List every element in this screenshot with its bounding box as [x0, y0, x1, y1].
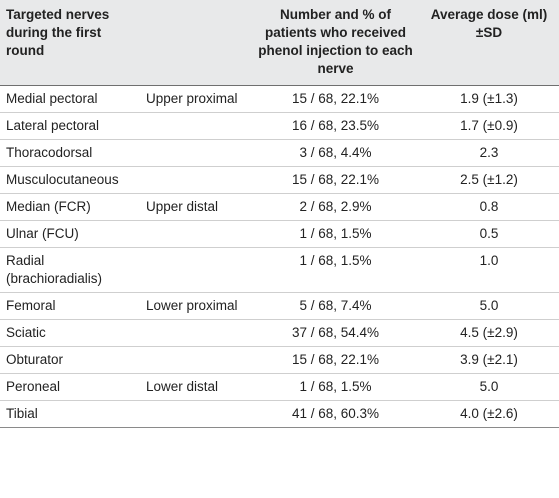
header-row: Targeted nerves during the first round N…	[0, 0, 559, 86]
table-row: Musculocutaneous 15 / 68, 22.1% 2.5 (±1.…	[0, 166, 559, 194]
table-row: Ulnar (FCU) 1 / 68, 1.5% 0.5	[0, 220, 559, 248]
nerve-cell: Medial pectoral	[0, 85, 140, 113]
table-row: Obturator 15 / 68, 22.1% 3.9 (±2.1)	[0, 346, 559, 374]
dose-cell: 1.0	[419, 247, 559, 293]
dose-cell: 5.0	[419, 292, 559, 320]
count-cell: 16 / 68, 23.5%	[252, 112, 419, 140]
dose-cell: 1.7 (±0.9)	[419, 112, 559, 140]
nerve-cell: Femoral	[0, 292, 140, 320]
dose-cell: 2.5 (±1.2)	[419, 166, 559, 194]
count-cell: 1 / 68, 1.5%	[252, 373, 419, 401]
table-row: Median (FCR) Upper distal 2 / 68, 2.9% 0…	[0, 193, 559, 221]
count-cell: 1 / 68, 1.5%	[252, 220, 419, 248]
table-row: Tibial 41 / 68, 60.3% 4.0 (±2.6)	[0, 400, 559, 428]
dose-cell: 3.9 (±2.1)	[419, 346, 559, 374]
count-cell: 1 / 68, 1.5%	[252, 247, 419, 293]
count-cell: 37 / 68, 54.4%	[252, 319, 419, 347]
region-cell	[140, 139, 252, 167]
header-number-percent: Number and % of patients who received ph…	[252, 0, 419, 86]
nerve-cell: Musculocutaneous	[0, 166, 140, 194]
table-row: Thoracodorsal 3 / 68, 4.4% 2.3	[0, 139, 559, 167]
table-row: Femoral Lower proximal 5 / 68, 7.4% 5.0	[0, 292, 559, 320]
dose-cell: 2.3	[419, 139, 559, 167]
count-cell: 15 / 68, 22.1%	[252, 166, 419, 194]
nerve-cell: Lateral pectoral	[0, 112, 140, 140]
region-cell	[140, 112, 252, 140]
table-header: Targeted nerves during the first round N…	[0, 0, 559, 86]
header-average-dose: Average dose (ml) ±SD	[419, 0, 559, 86]
region-cell	[140, 166, 252, 194]
nerve-cell: Thoracodorsal	[0, 139, 140, 167]
header-targeted-nerves: Targeted nerves during the first round	[0, 0, 140, 86]
nerve-cell: Obturator	[0, 346, 140, 374]
region-cell	[140, 220, 252, 248]
dose-cell: 0.8	[419, 193, 559, 221]
region-cell: Lower distal	[140, 373, 252, 401]
nerve-cell: Median (FCR)	[0, 193, 140, 221]
table-row: Sciatic 37 / 68, 54.4% 4.5 (±2.9)	[0, 319, 559, 347]
phenol-injection-table: Targeted nerves during the first round N…	[0, 0, 559, 428]
count-cell: 5 / 68, 7.4%	[252, 292, 419, 320]
table-body: Medial pectoral Upper proximal 15 / 68, …	[0, 85, 559, 428]
dose-cell: 4.0 (±2.6)	[419, 400, 559, 428]
table-row: Medial pectoral Upper proximal 15 / 68, …	[0, 85, 559, 113]
region-cell	[140, 400, 252, 428]
dose-cell: 1.9 (±1.3)	[419, 85, 559, 113]
region-cell	[140, 319, 252, 347]
region-cell: Upper proximal	[140, 85, 252, 113]
nerve-cell: Ulnar (FCU)	[0, 220, 140, 248]
region-cell	[140, 247, 252, 293]
region-cell	[140, 346, 252, 374]
table-row: Lateral pectoral 16 / 68, 23.5% 1.7 (±0.…	[0, 112, 559, 140]
count-cell: 15 / 68, 22.1%	[252, 85, 419, 113]
nerve-cell: Radial (brachioradialis)	[0, 247, 140, 293]
table-row: Radial (brachioradialis) 1 / 68, 1.5% 1.…	[0, 247, 559, 293]
count-cell: 2 / 68, 2.9%	[252, 193, 419, 221]
dose-cell: 0.5	[419, 220, 559, 248]
dose-cell: 4.5 (±2.9)	[419, 319, 559, 347]
dose-cell: 5.0	[419, 373, 559, 401]
nerve-cell: Tibial	[0, 400, 140, 428]
count-cell: 41 / 68, 60.3%	[252, 400, 419, 428]
nerve-cell: Sciatic	[0, 319, 140, 347]
table-row: Peroneal Lower distal 1 / 68, 1.5% 5.0	[0, 373, 559, 401]
nerve-cell: Peroneal	[0, 373, 140, 401]
region-cell: Lower proximal	[140, 292, 252, 320]
count-cell: 15 / 68, 22.1%	[252, 346, 419, 374]
count-cell: 3 / 68, 4.4%	[252, 139, 419, 167]
header-region	[140, 0, 252, 86]
region-cell: Upper distal	[140, 193, 252, 221]
